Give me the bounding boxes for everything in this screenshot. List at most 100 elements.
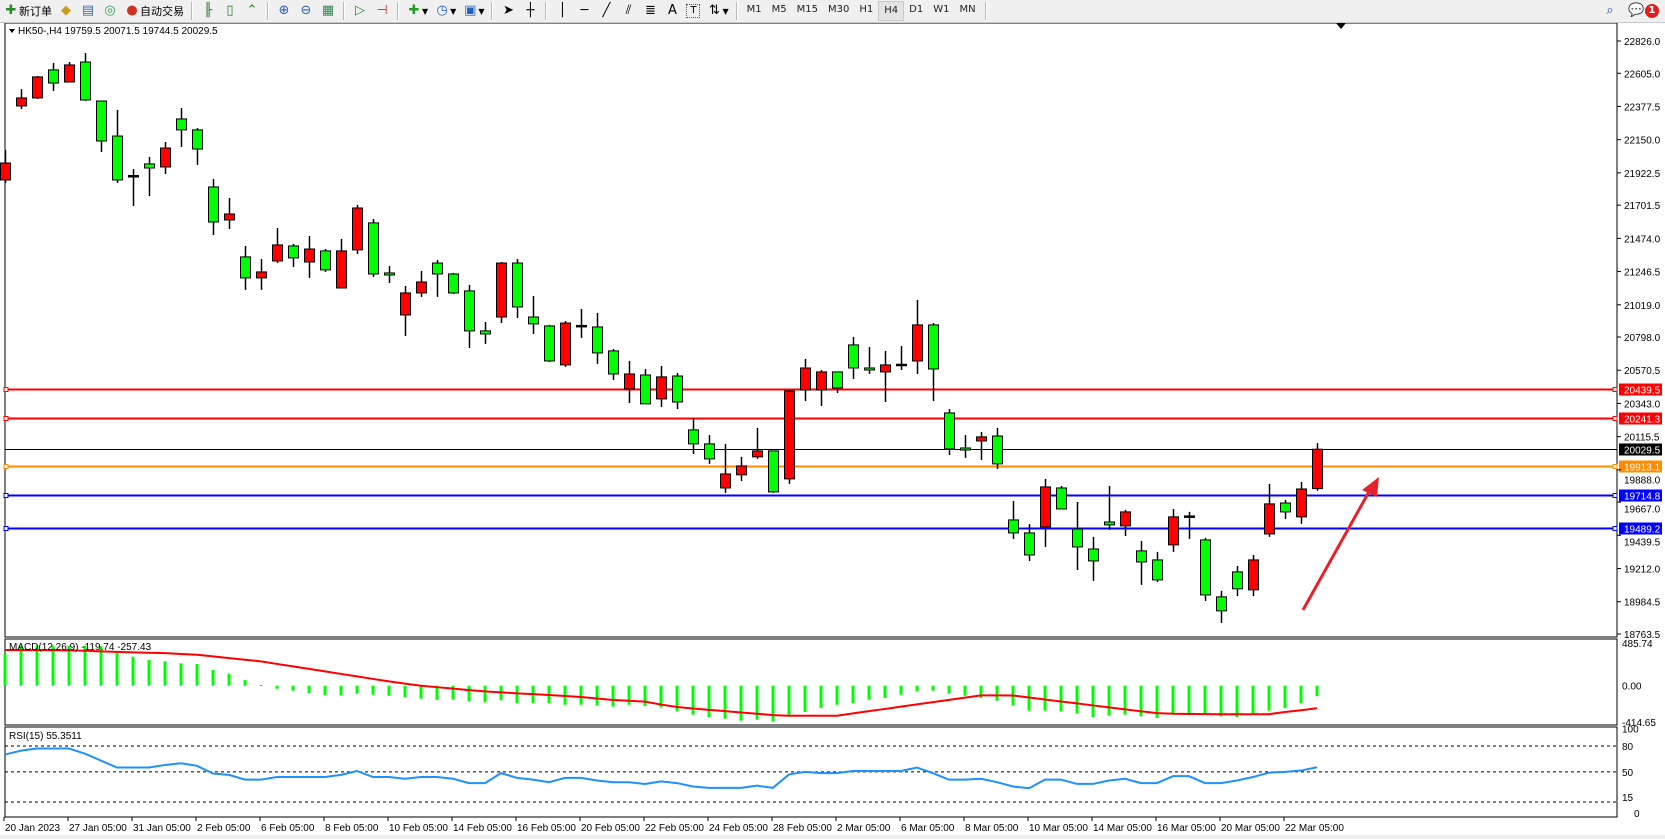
candle[interactable] bbox=[592, 312, 603, 364]
candle[interactable] bbox=[352, 204, 363, 254]
candle[interactable] bbox=[336, 238, 347, 289]
candle[interactable] bbox=[912, 299, 923, 374]
candle[interactable] bbox=[1312, 443, 1323, 491]
candle[interactable] bbox=[1248, 554, 1259, 596]
candle[interactable] bbox=[1040, 478, 1051, 547]
timeframe-m30[interactable]: M30 bbox=[827, 4, 850, 15]
candle[interactable] bbox=[304, 236, 315, 278]
candle[interactable] bbox=[96, 100, 107, 152]
bar-chart-button[interactable]: ╟ bbox=[197, 1, 219, 21]
level-handle[interactable] bbox=[3, 416, 9, 421]
level-handle[interactable] bbox=[1612, 526, 1618, 531]
candle[interactable] bbox=[32, 76, 43, 99]
level-handle[interactable] bbox=[3, 493, 9, 498]
candle[interactable] bbox=[16, 89, 27, 110]
candle[interactable] bbox=[480, 321, 491, 344]
candle[interactable] bbox=[192, 127, 203, 165]
candle[interactable] bbox=[64, 62, 75, 83]
new-order-button[interactable]: ✚ 新订单 bbox=[0, 1, 55, 21]
chart-shift-marker-icon[interactable] bbox=[1336, 23, 1346, 29]
candle[interactable] bbox=[176, 107, 187, 147]
level-handle[interactable] bbox=[1612, 416, 1618, 421]
candle[interactable] bbox=[496, 261, 507, 324]
candle[interactable] bbox=[944, 408, 955, 455]
candle[interactable] bbox=[240, 245, 251, 290]
timeframe-m15[interactable]: M15 bbox=[796, 4, 818, 15]
candle[interactable] bbox=[1216, 590, 1227, 623]
timeframe-m1[interactable]: M1 bbox=[746, 4, 762, 15]
candle[interactable] bbox=[752, 427, 763, 459]
timeframe-d1[interactable]: D1 bbox=[909, 4, 924, 15]
candle[interactable] bbox=[656, 365, 667, 407]
candle[interactable] bbox=[208, 178, 219, 235]
chart-menu-triangle-icon[interactable] bbox=[9, 29, 15, 33]
candle[interactable] bbox=[960, 434, 971, 458]
candle[interactable] bbox=[0, 150, 11, 184]
candle[interactable] bbox=[832, 371, 843, 393]
candle[interactable] bbox=[1200, 537, 1211, 601]
candle[interactable] bbox=[544, 324, 555, 362]
candle[interactable] bbox=[160, 142, 171, 174]
text-label-button[interactable]: T bbox=[683, 1, 703, 21]
timeframe-h1[interactable]: H1 bbox=[859, 4, 874, 15]
chart-shift-button[interactable]: ⊣ bbox=[371, 1, 393, 21]
zoom-in-button[interactable]: ⊕ bbox=[273, 1, 295, 21]
candle[interactable] bbox=[1280, 499, 1291, 519]
candle[interactable] bbox=[688, 417, 699, 454]
indicators-button[interactable]: ✚ ▼ bbox=[403, 1, 431, 21]
level-handle[interactable] bbox=[3, 464, 9, 469]
candle[interactable] bbox=[528, 296, 539, 334]
candle[interactable] bbox=[672, 372, 683, 409]
candle[interactable] bbox=[80, 52, 91, 101]
arrows-button[interactable]: ⇅ ▼ bbox=[703, 1, 731, 21]
candle[interactable] bbox=[112, 109, 123, 184]
candle[interactable] bbox=[1024, 524, 1035, 561]
fibonacci-button[interactable]: ≣ bbox=[639, 1, 661, 21]
level-handle[interactable] bbox=[3, 387, 9, 392]
candle[interactable] bbox=[976, 431, 987, 460]
vertical-line-button[interactable]: │ bbox=[551, 1, 573, 21]
candle[interactable] bbox=[624, 360, 635, 404]
timeframe-h4[interactable]: H4 bbox=[878, 1, 905, 21]
candle[interactable] bbox=[784, 390, 795, 484]
candle[interactable] bbox=[1056, 485, 1067, 510]
candle[interactable] bbox=[256, 258, 267, 290]
text-button[interactable]: A bbox=[661, 1, 683, 21]
notification-button[interactable]: 💬 1 bbox=[1628, 3, 1659, 19]
red-arrow-drawing[interactable] bbox=[1301, 477, 1379, 611]
candle[interactable] bbox=[928, 323, 939, 401]
candle[interactable] bbox=[224, 197, 235, 230]
candle[interactable] bbox=[1104, 485, 1115, 530]
signals-button[interactable]: ◎ bbox=[99, 1, 121, 21]
candle[interactable] bbox=[368, 218, 379, 277]
candle[interactable] bbox=[144, 156, 155, 197]
auto-scroll-button[interactable]: ▷ bbox=[349, 1, 371, 21]
candle[interactable] bbox=[1072, 501, 1083, 570]
candle[interactable] bbox=[576, 308, 587, 338]
tile-windows-button[interactable]: ▦ bbox=[317, 1, 339, 21]
level-handle[interactable] bbox=[1612, 464, 1618, 469]
candle[interactable] bbox=[720, 443, 731, 493]
candle[interactable] bbox=[512, 258, 523, 318]
candle[interactable] bbox=[320, 249, 331, 272]
level-handle[interactable] bbox=[1612, 493, 1618, 498]
candle[interactable] bbox=[1232, 565, 1243, 596]
candle[interactable] bbox=[800, 358, 811, 401]
horizontal-line-button[interactable]: ─ bbox=[573, 1, 595, 21]
level-handle[interactable] bbox=[3, 526, 9, 531]
candle[interactable] bbox=[992, 427, 1003, 469]
candle[interactable] bbox=[848, 336, 859, 379]
candle[interactable] bbox=[1008, 500, 1019, 539]
timeframe-mn[interactable]: MN bbox=[959, 4, 976, 15]
candle[interactable] bbox=[864, 346, 875, 374]
candle[interactable] bbox=[560, 320, 571, 367]
templates-button[interactable]: ▣ ▼ bbox=[459, 1, 487, 21]
candle[interactable] bbox=[448, 272, 459, 294]
timeframe-w1[interactable]: W1 bbox=[933, 4, 950, 15]
candle[interactable] bbox=[736, 456, 747, 481]
candle[interactable] bbox=[48, 63, 59, 91]
timeframe-m5[interactable]: M5 bbox=[771, 4, 787, 15]
candle[interactable] bbox=[1088, 536, 1099, 581]
candle[interactable] bbox=[128, 169, 139, 206]
candle[interactable] bbox=[1152, 551, 1163, 582]
